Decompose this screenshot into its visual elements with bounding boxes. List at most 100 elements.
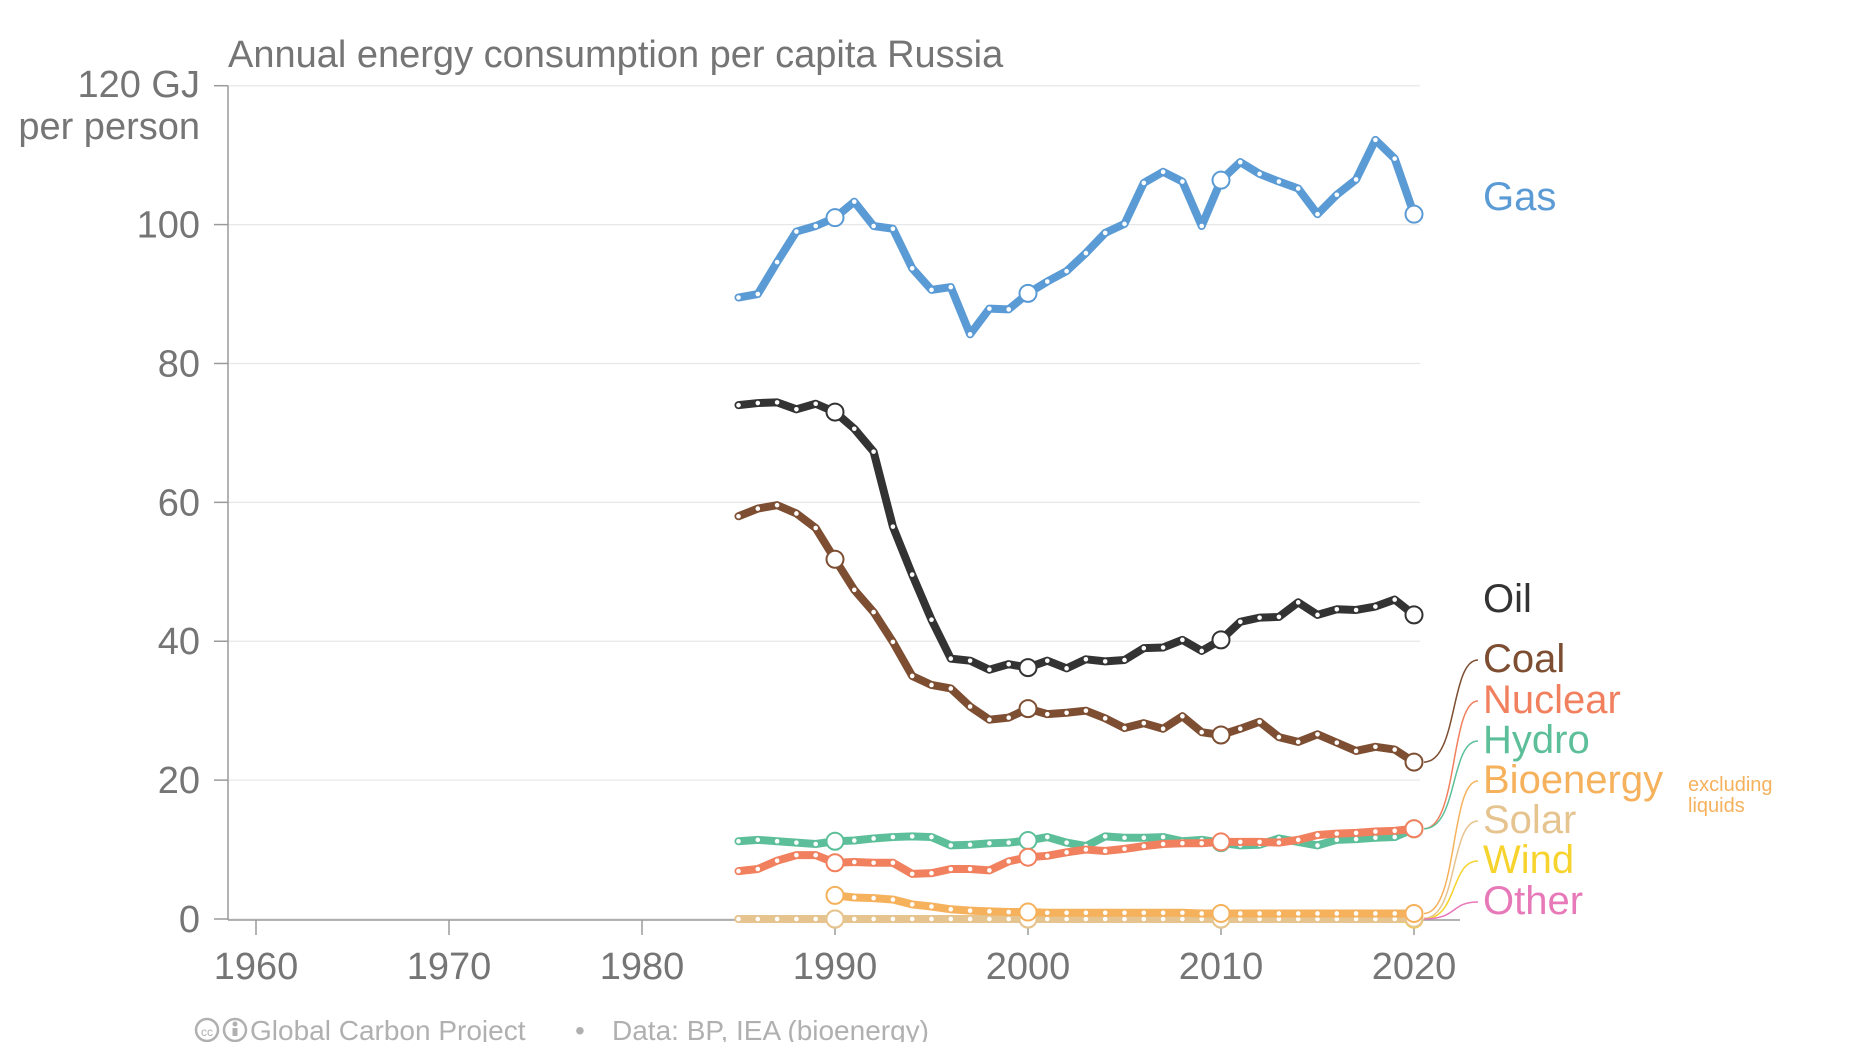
data-point xyxy=(929,916,934,922)
data-point-major xyxy=(1211,725,1231,745)
data-point xyxy=(1315,916,1320,922)
data-point xyxy=(1238,159,1243,165)
data-point xyxy=(774,916,780,922)
data-point-major xyxy=(825,831,845,851)
data-point-major xyxy=(1018,658,1038,678)
data-point-major xyxy=(1018,283,1038,303)
data-point xyxy=(1199,841,1204,846)
data-point xyxy=(1334,837,1340,843)
data-point xyxy=(1315,843,1320,848)
data-point xyxy=(1160,169,1166,175)
x-tick-label: 2020 xyxy=(1372,946,1457,988)
data-point xyxy=(1122,657,1127,663)
data-point xyxy=(1180,637,1185,643)
data-point xyxy=(1334,831,1340,836)
data-point-major xyxy=(1018,847,1038,867)
series-label-other: Other xyxy=(1483,879,1583,923)
data-point xyxy=(1064,916,1069,922)
data-point xyxy=(794,229,799,234)
data-point xyxy=(929,834,934,840)
data-point xyxy=(1373,911,1378,916)
data-point xyxy=(929,904,934,909)
data-point xyxy=(929,682,934,688)
data-point xyxy=(1392,156,1397,161)
data-point xyxy=(890,897,896,902)
data-point xyxy=(987,717,992,723)
y-axis-unit-bottom: per person xyxy=(18,106,200,148)
data-point xyxy=(1006,307,1011,312)
data-point-major xyxy=(1404,819,1424,839)
data-point-major xyxy=(825,549,845,569)
y-tick-label: 60 xyxy=(158,482,200,524)
series-label-solar: Solar xyxy=(1483,798,1576,842)
data-point xyxy=(774,502,780,508)
data-point xyxy=(909,871,915,877)
series-label-oil: Oil xyxy=(1483,577,1532,621)
data-point xyxy=(1180,910,1185,916)
data-point xyxy=(1180,841,1185,846)
data-point xyxy=(852,587,857,593)
data-point xyxy=(1373,916,1378,922)
data-point-major xyxy=(1404,204,1424,224)
series-label-gas: Gas xyxy=(1483,175,1556,219)
bioenergy-note-line1: excluding xyxy=(1688,774,1773,796)
data-point xyxy=(1064,840,1069,845)
data-point xyxy=(967,704,973,709)
data-point xyxy=(1257,171,1262,177)
data-point xyxy=(755,291,761,297)
y-tick-label: 100 xyxy=(137,205,200,247)
data-point xyxy=(1160,841,1166,847)
data-point xyxy=(774,858,780,863)
label-connector xyxy=(1423,740,1479,830)
x-tick-label: 1980 xyxy=(600,946,685,988)
data-point xyxy=(736,295,741,300)
data-point xyxy=(890,834,896,840)
data-point xyxy=(1392,828,1397,834)
label-connector xyxy=(1423,820,1479,920)
data-point xyxy=(1141,835,1147,841)
data-point xyxy=(1257,911,1262,916)
data-point xyxy=(1083,916,1089,922)
data-point xyxy=(948,916,954,922)
data-point xyxy=(1199,648,1204,654)
data-point xyxy=(1045,916,1050,922)
series-bioenergy xyxy=(825,885,1424,923)
data-point xyxy=(1141,916,1147,922)
data-point xyxy=(1257,615,1262,620)
data-point xyxy=(736,402,741,408)
data-point xyxy=(967,908,973,913)
data-point xyxy=(1064,268,1069,274)
chart-title: Annual energy consumption per capita Rus… xyxy=(228,34,1004,76)
data-point xyxy=(1102,230,1108,236)
data-point xyxy=(1160,916,1166,922)
data-point xyxy=(1295,739,1301,745)
data-point-major xyxy=(825,853,845,873)
data-point xyxy=(967,332,973,337)
data-point xyxy=(1064,666,1069,671)
data-point-major xyxy=(1404,903,1424,923)
series-line xyxy=(734,398,1418,674)
data-point xyxy=(794,852,799,858)
data-point xyxy=(1160,645,1166,650)
series-nuclear xyxy=(734,819,1424,878)
data-point xyxy=(1083,847,1089,852)
y-tick-label: 20 xyxy=(158,760,200,802)
data-point xyxy=(890,524,896,529)
data-point xyxy=(1141,910,1147,916)
data-point-major xyxy=(1018,699,1038,719)
data-point xyxy=(1122,846,1127,852)
series-solar xyxy=(734,908,1424,929)
data-point xyxy=(1045,834,1050,840)
label-connector xyxy=(1423,659,1479,763)
data-point xyxy=(987,916,992,922)
data-point xyxy=(852,859,857,865)
data-point xyxy=(987,909,992,914)
series-label-nuclear: Nuclear xyxy=(1483,678,1621,722)
data-point xyxy=(871,609,876,615)
data-point xyxy=(736,868,741,874)
data-point xyxy=(948,686,954,691)
data-point xyxy=(852,426,857,432)
series-line xyxy=(734,501,1418,767)
data-point xyxy=(871,449,876,454)
